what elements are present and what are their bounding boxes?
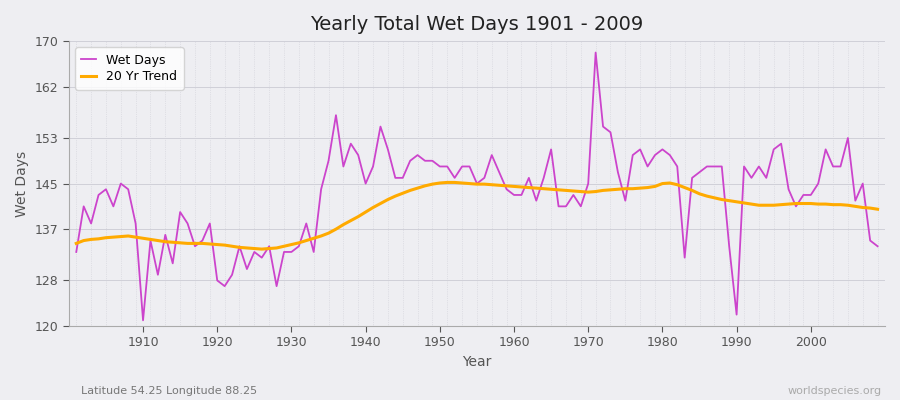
Wet Days	[872, 244, 883, 249]
Text: Latitude 54.25 Longitude 88.25: Latitude 54.25 Longitude 88.25	[81, 386, 257, 396]
20 Yr Trend	[71, 241, 82, 246]
Wet Days	[516, 192, 526, 197]
20 Yr Trend	[130, 235, 141, 240]
Wet Days	[508, 192, 519, 197]
Wet Days	[590, 50, 601, 55]
20 Yr Trend	[301, 238, 311, 243]
Line: 20 Yr Trend: 20 Yr Trend	[76, 182, 878, 249]
Wet Days	[130, 221, 141, 226]
20 Yr Trend	[256, 247, 267, 252]
Wet Days	[71, 250, 82, 254]
Wet Days	[613, 170, 624, 174]
X-axis label: Year: Year	[463, 355, 491, 369]
20 Yr Trend	[524, 185, 535, 190]
Y-axis label: Wet Days: Wet Days	[15, 150, 29, 217]
20 Yr Trend	[346, 218, 356, 223]
Line: Wet Days: Wet Days	[76, 52, 878, 320]
20 Yr Trend	[442, 180, 453, 185]
20 Yr Trend	[516, 184, 526, 189]
20 Yr Trend	[872, 207, 883, 212]
Wet Days	[346, 141, 356, 146]
Text: worldspecies.org: worldspecies.org	[788, 386, 882, 396]
Wet Days	[301, 221, 311, 226]
Legend: Wet Days, 20 Yr Trend: Wet Days, 20 Yr Trend	[75, 47, 184, 90]
Title: Yearly Total Wet Days 1901 - 2009: Yearly Total Wet Days 1901 - 2009	[310, 15, 644, 34]
Wet Days	[138, 318, 148, 323]
20 Yr Trend	[613, 187, 624, 192]
